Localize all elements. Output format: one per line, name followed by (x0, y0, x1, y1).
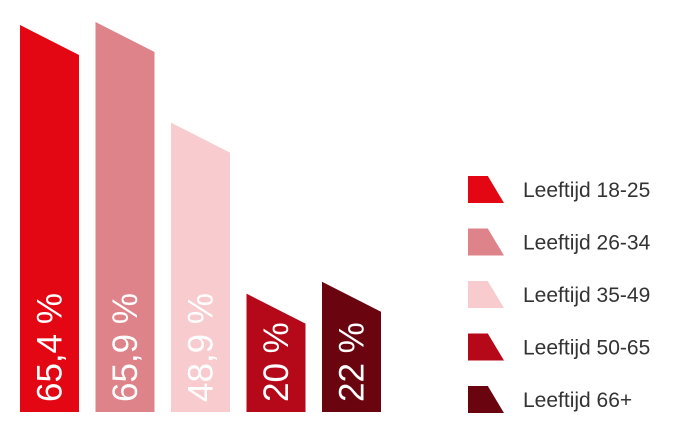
bar-value-label-4: 20 % (257, 322, 296, 402)
legend: Leeftijd 18-25 Leeftijd 26-34 Leeftijd 35-… (468, 176, 651, 413)
legend-swatch-4 (468, 333, 504, 361)
bar-4 (246, 293, 306, 412)
legend-swatch-1 (468, 176, 504, 203)
legend-swatch-5 (468, 386, 504, 413)
bar-5 (322, 281, 381, 412)
legend-label-1: Leeftijd 18-25 (523, 179, 650, 202)
bar-1 (20, 24, 79, 413)
bar-value-label-2: 65,9 % (106, 293, 145, 402)
bar-value-label-3: 48,9 % (182, 293, 221, 402)
bar-value-label-5: 22 % (333, 322, 372, 402)
bar-3 (171, 122, 230, 412)
legend-swatch-2 (468, 228, 504, 256)
legend-label-3: Leeftijd 35-49 (523, 284, 650, 307)
legend-label-4: Leeftijd 50-65 (523, 337, 650, 360)
legend-label-5: Leeftijd 66+ (523, 389, 632, 412)
bar-value-label-1: 65,4 % (31, 293, 70, 402)
bar-2 (95, 22, 155, 412)
bars-group: 65,4 % 65,9 % 48,9 % 20 % 22 % (20, 22, 381, 413)
legend-label-2: Leeftijd 26-34 (523, 232, 651, 255)
legend-swatch-3 (468, 281, 504, 308)
